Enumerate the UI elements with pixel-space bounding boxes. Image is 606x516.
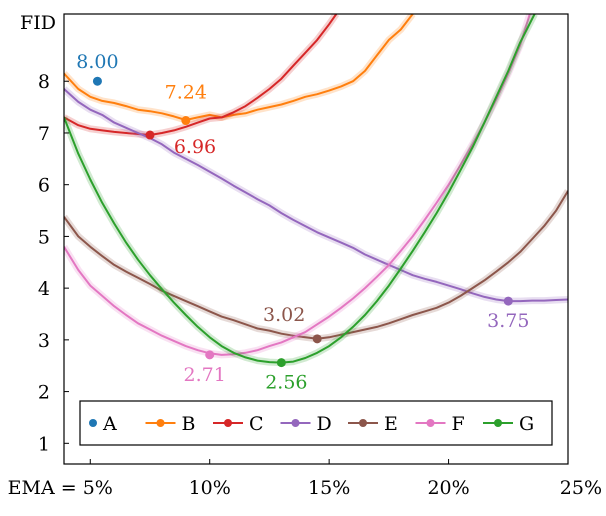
best-value-label-A: 8.00 xyxy=(76,51,118,73)
y-tick-label: 2 xyxy=(38,382,50,404)
legend-marker-C xyxy=(224,419,232,427)
series-line-B xyxy=(64,14,414,121)
best-point-F xyxy=(205,350,215,360)
legend-label-F: F xyxy=(452,413,465,435)
x-tick-label: 15% xyxy=(308,477,350,499)
legend: A B C D E F G xyxy=(79,400,553,446)
y-tick-label: 5 xyxy=(38,226,50,248)
best-value-label-D: 3.75 xyxy=(487,310,529,332)
best-point-C xyxy=(145,130,155,140)
y-axis-label: FID xyxy=(20,12,56,34)
legend-label-C: C xyxy=(249,413,264,435)
legend-label-E: E xyxy=(384,413,398,435)
axis-ticks: EMA = 5% 10% 15% 20% 25% 1 2 3 4 5 6 7 8 xyxy=(8,71,602,499)
y-tick-label: 3 xyxy=(38,330,50,352)
best-value-label-B: 7.24 xyxy=(165,82,207,104)
legend-marker-G xyxy=(494,419,502,427)
best-value-label-C: 6.96 xyxy=(174,136,216,158)
best-point-E xyxy=(312,334,322,344)
y-tick-label: 8 xyxy=(38,71,50,93)
legend-label-G: G xyxy=(519,413,534,435)
best-point-B xyxy=(181,116,191,126)
series-line-C xyxy=(64,14,338,136)
series-band-D xyxy=(64,86,568,305)
y-tick-label: 7 xyxy=(38,123,50,145)
legend-marker-E xyxy=(359,419,367,427)
best-point-G xyxy=(276,358,286,368)
best-point-D xyxy=(503,296,513,306)
y-tick-label: 6 xyxy=(38,175,50,197)
y-tick-label: 1 xyxy=(38,433,50,455)
plot-frame xyxy=(63,13,569,465)
legend-marker-A xyxy=(89,419,97,427)
x-tick-label: 25% xyxy=(560,477,602,499)
series-line-G xyxy=(64,14,536,364)
legend-marker-B xyxy=(156,419,165,427)
legend-label-A: A xyxy=(102,413,117,435)
legend-label-D: D xyxy=(317,413,332,435)
x-tick-label: 10% xyxy=(189,477,231,499)
best-value-label-G: 2.56 xyxy=(265,372,307,394)
y-tick-label: 4 xyxy=(38,278,50,300)
legend-label-B: B xyxy=(182,413,196,435)
best-point-A xyxy=(92,76,102,86)
best-value-label-E: 3.02 xyxy=(263,304,305,326)
legend-marker-F xyxy=(426,419,435,427)
series-line-D xyxy=(64,88,568,303)
legend-marker-D xyxy=(291,419,300,427)
x-tick-label: EMA = 5% xyxy=(8,477,113,499)
series-line-F xyxy=(64,14,531,356)
best-value-label-F: 2.71 xyxy=(184,364,226,386)
best-markers: 8.00 7.24 6.96 3.75 3.02 2.71 2.56 xyxy=(76,51,529,393)
x-tick-label: 20% xyxy=(427,477,469,499)
